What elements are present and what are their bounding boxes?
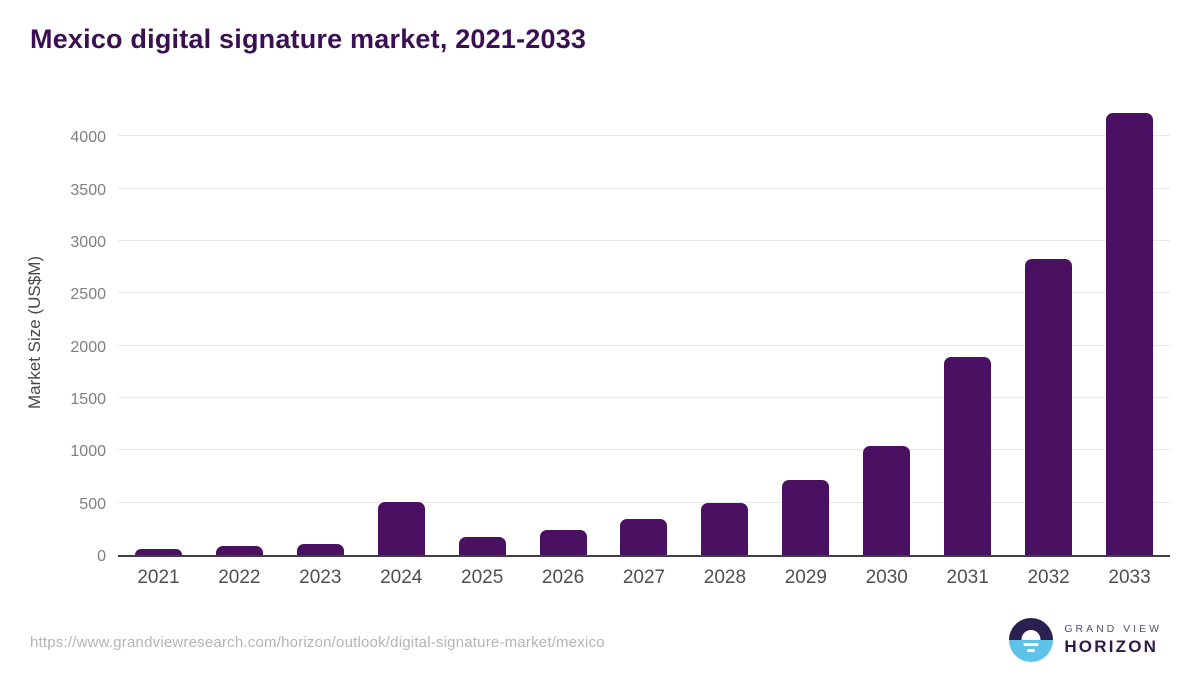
logo-text: GRAND VIEW HORIZON: [1064, 623, 1162, 657]
source-url: https://www.grandviewresearch.com/horizo…: [30, 634, 605, 651]
bar-slot: [927, 108, 1008, 555]
bar-slot: [684, 108, 765, 555]
x-tick-label: 2023: [299, 567, 342, 588]
bar-2023: [296, 544, 344, 555]
gridline: [118, 135, 1170, 137]
x-tick-label: 2027: [622, 567, 666, 588]
y-tick-label: 3500: [70, 181, 106, 199]
bar-2026: [539, 529, 587, 555]
bar-slot: [1089, 108, 1170, 555]
y-tick-label: 500: [79, 495, 106, 513]
x-tick-label: 2033: [1108, 567, 1151, 588]
gridline: [118, 396, 1170, 398]
y-tick-label: 1500: [70, 390, 106, 408]
gridline: [118, 344, 1170, 346]
y-tick-label: 4000: [70, 129, 106, 147]
x-tick-label: 2028: [703, 567, 747, 588]
x-tick-label: 2021: [137, 567, 180, 588]
y-tick-label: 2500: [70, 286, 106, 304]
x-tick-label: 2030: [865, 567, 908, 588]
y-tick-label: 3000: [70, 233, 106, 251]
horizon-sun-icon: [1009, 618, 1054, 662]
bar-slot: [361, 108, 442, 555]
sun-reflection-line: [1023, 643, 1039, 646]
chart-title: Mexico digital signature market, 2021-20…: [30, 24, 587, 54]
gridline: [118, 292, 1170, 294]
gridline: [118, 501, 1170, 503]
bar-2025: [458, 536, 506, 555]
gridline: [118, 187, 1170, 189]
bar-2024: [377, 501, 425, 555]
bar-slot: [523, 108, 604, 555]
x-tick-label: 2022: [218, 567, 261, 588]
bar-slot: [118, 108, 199, 555]
bar-2031: [944, 357, 992, 555]
x-axis-tick-labels: 2021 2022 2023 2024 2025 2026 2027 2028 2029 2030…: [118, 567, 1170, 589]
x-tick-label: 2029: [784, 567, 827, 588]
bar-2033: [1106, 113, 1154, 555]
bar-slot: [846, 108, 927, 555]
grand-view-horizon-logo: GRAND VIEW HORIZON: [1009, 618, 1162, 662]
gridline: [118, 449, 1170, 451]
gridline: [118, 239, 1170, 241]
x-tick-label: 2025: [461, 567, 504, 588]
bar-slot: [199, 108, 280, 555]
bar-2022: [215, 546, 263, 555]
bar-series: [118, 108, 1170, 555]
y-tick-label: 2000: [70, 338, 106, 356]
bar-2021: [134, 548, 182, 555]
x-tick-label: 2024: [380, 567, 423, 588]
bar-slot: [280, 108, 361, 555]
logo-product-name: HORIZON: [1064, 637, 1159, 656]
sun-reflection-line: [1027, 649, 1036, 652]
y-axis-tick-labels: 0 500 1000 1500 2000 2500 3000 3500 4000: [40, 108, 106, 565]
x-tick-label: 2026: [541, 567, 585, 588]
x-tick-label: 2032: [1027, 567, 1070, 588]
y-tick-label: 1000: [70, 443, 106, 461]
bar-2030: [863, 445, 911, 555]
plot-area: [118, 108, 1170, 557]
bar-slot: [604, 108, 685, 555]
bar-slot: [442, 108, 523, 555]
bar-slot: [1008, 108, 1089, 555]
bar-2028: [701, 503, 749, 555]
sun-dome-shape: [1021, 630, 1041, 640]
bar-2032: [1025, 259, 1073, 555]
x-tick-label: 2031: [946, 567, 989, 588]
bar-2027: [620, 518, 668, 555]
bar-slot: [765, 108, 846, 555]
logo-brand-name: GRAND VIEW: [1064, 623, 1162, 635]
y-tick-label: 0: [97, 548, 106, 565]
bar-2029: [782, 480, 830, 555]
